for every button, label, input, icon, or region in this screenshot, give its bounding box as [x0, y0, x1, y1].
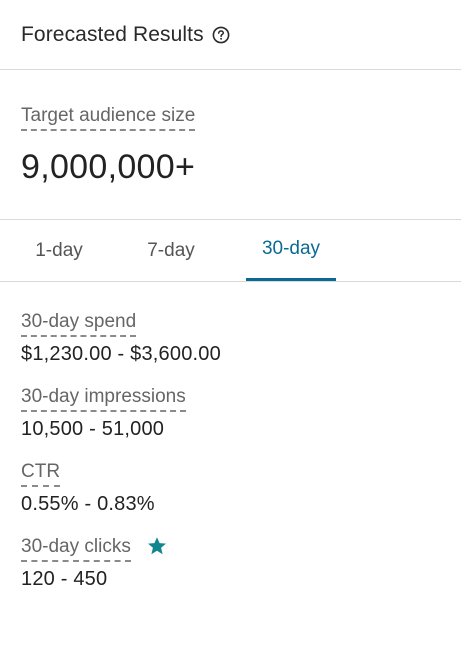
target-audience-size-label[interactable]: Target audience size: [21, 104, 196, 131]
tab-30-day[interactable]: 30-day: [246, 220, 336, 281]
impressions-value: 10,500 - 51,000: [21, 418, 165, 440]
metric-clicks: 30-day clicks 120 - 450: [21, 535, 461, 591]
forecast-period-tabs: 1-day 7-day 30-day: [0, 220, 461, 282]
spend-value: $1,230.00 - $3,600.00: [21, 343, 221, 365]
metric-ctr: CTR 0.55% - 0.83%: [21, 460, 461, 516]
forecast-metrics: 30-day spend $1,230.00 - $3,600.00 30-da…: [0, 282, 461, 591]
tab-1-day[interactable]: 1-day: [35, 239, 83, 261]
metric-impressions: 30-day impressions 10,500 - 51,000: [21, 385, 461, 441]
clicks-label[interactable]: 30-day clicks: [21, 535, 131, 562]
question-circle-icon[interactable]: [212, 26, 230, 44]
spend-label[interactable]: 30-day spend: [21, 310, 137, 337]
star-icon: [147, 536, 167, 561]
impressions-label[interactable]: 30-day impressions: [21, 385, 186, 412]
target-audience-size-value: 9,000,000+: [21, 148, 196, 186]
ctr-value: 0.55% - 0.83%: [21, 493, 155, 515]
ctr-label[interactable]: CTR: [21, 460, 61, 487]
audience-section: Target audience size 9,000,000+: [0, 70, 461, 220]
tab-7-day[interactable]: 7-day: [147, 239, 195, 261]
panel-header: Forecasted Results: [0, 0, 461, 70]
panel-title: Forecasted Results: [21, 22, 204, 46]
metric-spend: 30-day spend $1,230.00 - $3,600.00: [21, 310, 461, 366]
clicks-value: 120 - 450: [21, 568, 108, 590]
